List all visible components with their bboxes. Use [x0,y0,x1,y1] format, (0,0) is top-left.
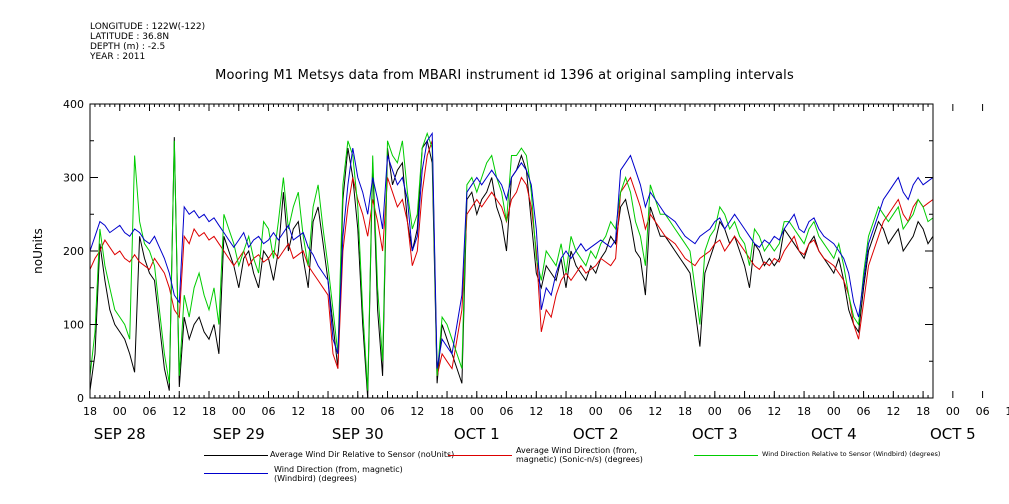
x-tick-label-23: 12 [767,405,781,418]
x-tick-label-5: 00 [232,405,246,418]
x-tick-label-30: 06 [976,405,990,418]
series-line-3 [89,131,934,369]
x-tick-label-16: 18 [559,405,573,418]
date-label-1: SEP 29 [213,425,265,443]
y-axis-label: noUnits [31,228,45,274]
legend-swatch-series-3 [204,473,268,474]
depth-label: DEPTH (m) : -2.5 [90,42,166,52]
x-tick-label-6: 06 [262,405,276,418]
x-tick-label-13: 00 [470,405,484,418]
x-tick-label-18: 06 [619,405,633,418]
x-tick-label-28: 18 [916,405,930,418]
legend-label-series-1: Average Wind Direction (from, magnetic) … [516,446,643,464]
x-tick-label-8: 18 [321,405,335,418]
x-tick-label-10: 06 [381,405,395,418]
date-label-0: SEP 28 [94,425,146,443]
x-tick-label-20: 18 [678,405,692,418]
x-tick-label-0: 18 [83,405,97,418]
longitude-label: LONGITUDE : 122W(-122) [90,22,206,32]
legend-swatch-series-2 [694,455,758,456]
x-tick-label-29: 00 [946,405,960,418]
y-tick-label-0: 0 [77,392,84,405]
legend-label-series-3: Wind Direction (from, magnetic) (Windbir… [274,465,403,483]
x-tick-label-1: 00 [113,405,127,418]
x-tick-label-22: 06 [738,405,752,418]
legend-swatch-series-0 [204,455,268,456]
legend-label-series-0: Average Wind Dir Relative to Sensor (noU… [270,450,455,459]
x-tick-label-3: 12 [172,405,186,418]
x-tick-label-2: 06 [143,405,157,418]
series-line-2 [89,131,934,391]
x-tick-label-17: 00 [589,405,603,418]
x-tick-label-21: 00 [708,405,722,418]
x-tick-label-26: 06 [857,405,871,418]
x-tick-label-9: 00 [351,405,365,418]
x-tick-label-24: 18 [797,405,811,418]
legend-label-series-2: Wind Direction Relative to Sensor (Windb… [762,450,941,458]
series-line-1 [89,140,934,377]
metadata-block: LONGITUDE : 122W(-122) LATITUDE : 36.8N … [90,22,205,62]
x-tick-label-7: 12 [291,405,305,418]
latitude-label: LATITUDE : 36.8N [90,32,170,42]
x-tick-label-19: 12 [648,405,662,418]
legend-swatch-series-1 [448,455,512,456]
x-tick-label-12: 18 [440,405,454,418]
year-label: YEAR : 2011 [90,52,146,62]
x-tick-label-15: 12 [529,405,543,418]
date-label-4: OCT 2 [573,425,619,443]
x-tick-label-11: 12 [410,405,424,418]
date-label-7: OCT 5 [930,425,976,443]
date-label-3: OCT 1 [454,425,500,443]
y-tick-label-1: 100 [63,319,84,332]
x-tick-label-14: 06 [500,405,514,418]
x-tick-label-25: 00 [827,405,841,418]
x-tick-label-31: 12 [1005,405,1009,418]
x-tick-label-27: 12 [886,405,900,418]
y-tick-label-4: 400 [63,98,84,111]
y-tick-label-2: 200 [63,245,84,258]
chart-title: Mooring M1 Metsys data from MBARI instru… [215,68,794,83]
date-label-6: OCT 4 [811,425,857,443]
date-label-5: OCT 3 [692,425,738,443]
x-tick-label-4: 18 [202,405,216,418]
y-tick-label-3: 300 [63,172,84,185]
date-label-2: SEP 30 [332,425,384,443]
